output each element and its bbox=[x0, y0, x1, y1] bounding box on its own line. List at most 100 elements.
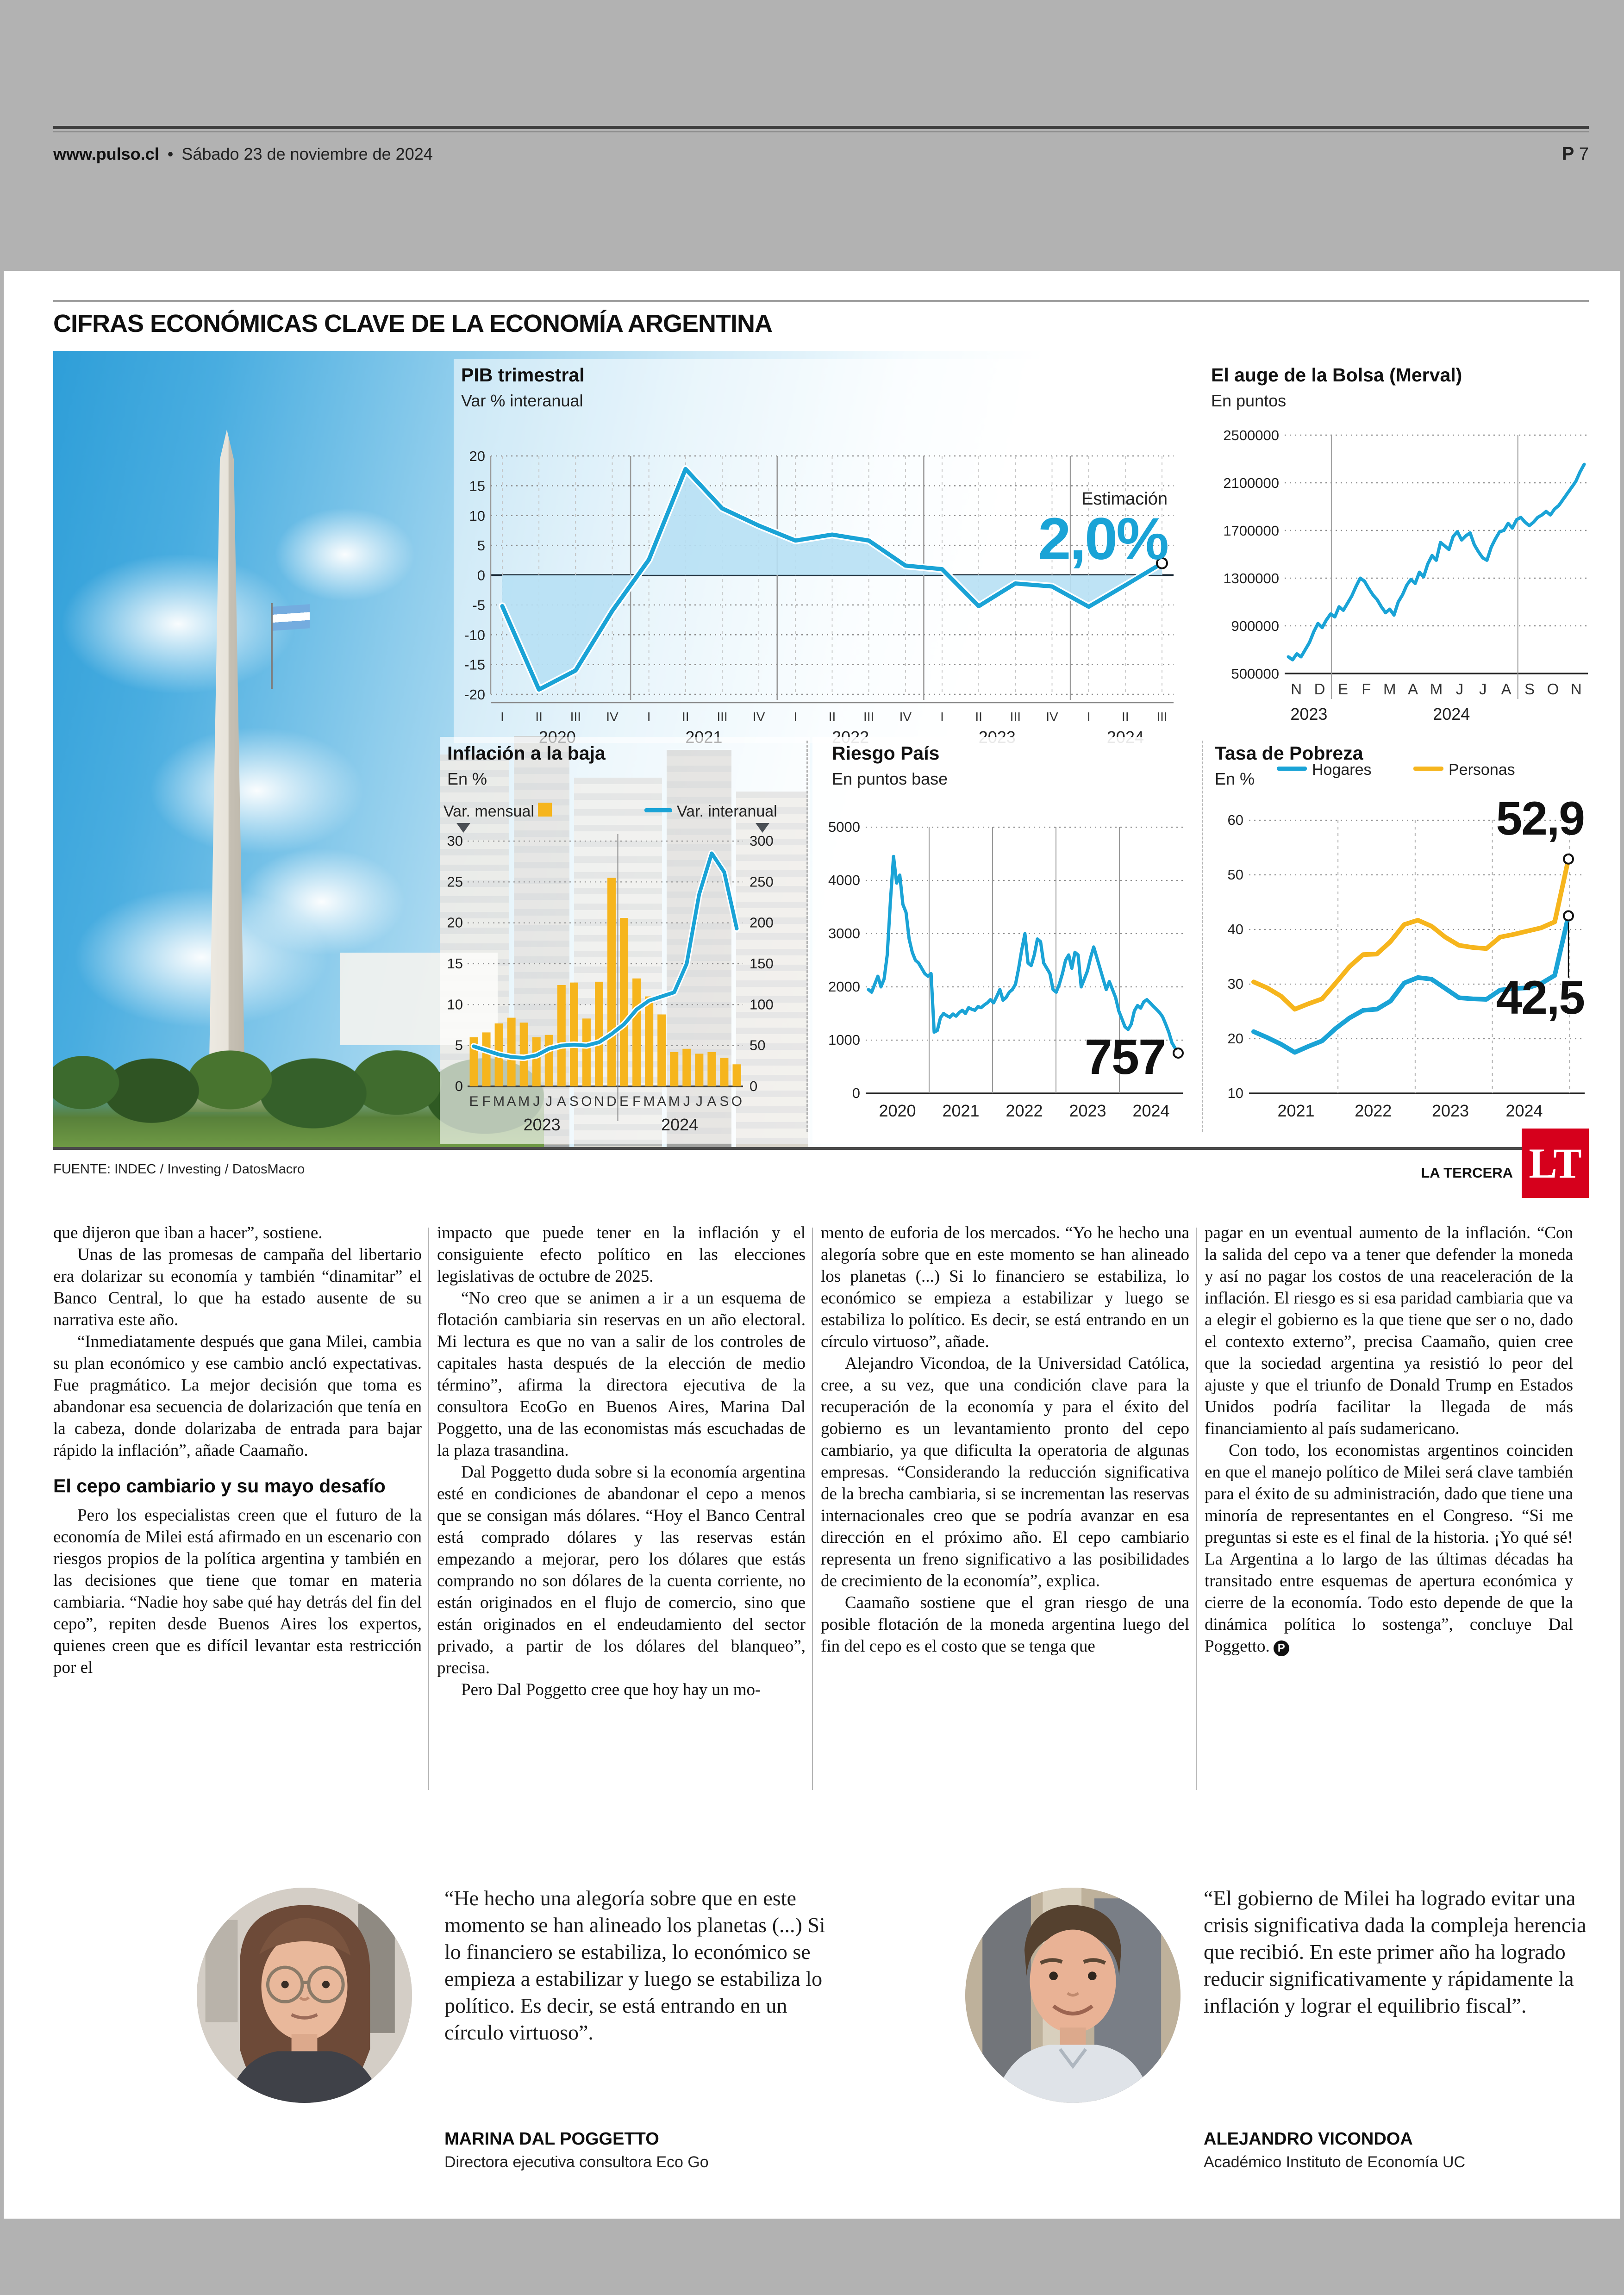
svg-text:50: 50 bbox=[1228, 867, 1243, 883]
svg-text:-5: -5 bbox=[472, 597, 485, 613]
column-separator bbox=[428, 1228, 429, 1790]
legend-personas-swatch bbox=[1413, 767, 1443, 771]
svg-text:N: N bbox=[594, 1094, 604, 1109]
svg-text:J: J bbox=[545, 1094, 552, 1109]
svg-text:10: 10 bbox=[447, 996, 463, 1012]
svg-text:M: M bbox=[1383, 680, 1396, 698]
svg-text:I: I bbox=[940, 710, 944, 724]
article-subhead: El cepo cambiario y su mayo desafío bbox=[53, 1475, 386, 1497]
portrait-marina-dal-poggetto bbox=[197, 1888, 412, 2103]
svg-text:5000: 5000 bbox=[828, 819, 860, 835]
chart-subtitle: En puntos bbox=[1211, 391, 1287, 410]
estimation-callout: Estimación 2,0% bbox=[1038, 489, 1169, 570]
site-url: www.pulso.cl bbox=[53, 144, 159, 163]
svg-text:J: J bbox=[683, 1094, 690, 1109]
svg-text:900000: 900000 bbox=[1231, 618, 1279, 634]
legend-mensual-swatch bbox=[538, 803, 552, 817]
chart-subtitle: En puntos base bbox=[832, 769, 948, 788]
svg-text:2100000: 2100000 bbox=[1223, 475, 1279, 491]
svg-text:E: E bbox=[619, 1094, 629, 1109]
separator-dot: • bbox=[167, 144, 174, 163]
source-line: FUENTE: INDEC / Investing / DatosMacro bbox=[53, 1162, 305, 1177]
svg-text:III: III bbox=[863, 710, 874, 724]
svg-text:4000: 4000 bbox=[828, 872, 860, 888]
quote-attribution-name: MARINA DAL POGGETTO bbox=[444, 2129, 659, 2149]
svg-text:-20: -20 bbox=[464, 686, 485, 703]
article-paragraph: que dijeron que iban a hacer”, sostiene. bbox=[53, 1223, 323, 1242]
svg-text:A: A bbox=[507, 1094, 516, 1109]
svg-text:M: M bbox=[643, 1094, 655, 1109]
svg-text:2000: 2000 bbox=[828, 979, 860, 995]
chart-subtitle: En % bbox=[1215, 769, 1255, 788]
svg-text:J: J bbox=[696, 1094, 703, 1109]
svg-text:M: M bbox=[668, 1094, 680, 1109]
article-paragraph: Caamaño sostiene que el gran riesgo de u… bbox=[821, 1593, 1189, 1656]
svg-text:S: S bbox=[569, 1094, 579, 1109]
section-title: CIFRAS ECONÓMICAS CLAVE DE LA ECONOMÍA A… bbox=[53, 310, 773, 337]
svg-text:0: 0 bbox=[852, 1085, 860, 1101]
article-column-1: que dijeron que iban a hacer”, sostiene.… bbox=[53, 1222, 422, 1678]
chart-subtitle: Var % interanual bbox=[461, 391, 583, 410]
svg-text:20: 20 bbox=[1228, 1030, 1243, 1047]
svg-text:II: II bbox=[535, 710, 543, 724]
svg-text:O: O bbox=[731, 1094, 742, 1109]
lt-logo: LT bbox=[1522, 1129, 1589, 1198]
estimation-label: Estimación bbox=[1081, 489, 1168, 509]
riesgo-last-value: 757 bbox=[1084, 1029, 1166, 1085]
cloud bbox=[206, 828, 437, 976]
quote-attribution-role: Directora ejecutiva consultora Eco Go bbox=[444, 2153, 709, 2171]
svg-text:3000: 3000 bbox=[828, 925, 860, 942]
svg-text:III: III bbox=[1156, 710, 1167, 724]
svg-text:30: 30 bbox=[1228, 976, 1243, 992]
svg-text:II: II bbox=[1122, 710, 1129, 724]
svg-text:2024: 2024 bbox=[1505, 1101, 1543, 1120]
svg-text:M: M bbox=[1430, 680, 1443, 698]
riesgo-chart-canvas: 5000 4000 3000 2000 1000 0 2020 2021 2022 2023 202… bbox=[828, 819, 1184, 1120]
svg-text:-10: -10 bbox=[464, 627, 485, 643]
article-paragraph: Con todo, los economistas argentinos coi… bbox=[1205, 1441, 1573, 1656]
svg-text:2023: 2023 bbox=[524, 1115, 561, 1134]
chart-title: Riesgo País bbox=[832, 742, 940, 764]
column-separator bbox=[1196, 1228, 1197, 1790]
svg-text:2023: 2023 bbox=[1432, 1101, 1469, 1120]
article-paragraph: Pero los especialistas creen que el futu… bbox=[53, 1506, 422, 1677]
svg-text:2022: 2022 bbox=[1006, 1101, 1043, 1120]
svg-text:III: III bbox=[717, 710, 727, 724]
quote-attribution-role: Académico Instituto de Economía UC bbox=[1204, 2153, 1466, 2171]
svg-text:I: I bbox=[793, 710, 797, 724]
svg-text:2021: 2021 bbox=[942, 1101, 979, 1120]
quote-attribution-name: ALEJANDRO VICONDOA bbox=[1204, 2129, 1413, 2149]
quote-text: “El gobierno de Milei ha logrado evitar … bbox=[1204, 1886, 1587, 2017]
svg-text:50: 50 bbox=[750, 1037, 765, 1054]
column-separator bbox=[812, 1228, 813, 1790]
right-axis-marker-icon bbox=[756, 823, 769, 833]
chart-title: Inflación a la baja bbox=[447, 742, 606, 764]
panel-divider bbox=[1202, 741, 1203, 1132]
svg-text:0: 0 bbox=[455, 1078, 463, 1094]
svg-text:F: F bbox=[482, 1094, 490, 1109]
cloud bbox=[248, 490, 442, 619]
svg-text:300: 300 bbox=[750, 833, 774, 849]
svg-text:J: J bbox=[1456, 680, 1464, 698]
legend-mensual-label: Var. mensual bbox=[443, 803, 534, 820]
svg-text:2023: 2023 bbox=[1290, 705, 1327, 723]
svg-text:15: 15 bbox=[447, 955, 463, 972]
article-column-4: pagar en un eventual aumento de la infla… bbox=[1205, 1222, 1573, 1657]
header-date: Sábado 23 de noviembre de 2024 bbox=[181, 144, 433, 163]
article-paragraph: Alejandro Vicondoa, de la Universidad Ca… bbox=[821, 1354, 1189, 1590]
svg-text:2024: 2024 bbox=[1433, 705, 1470, 723]
svg-text:A: A bbox=[557, 1094, 566, 1109]
legend-interanual-swatch bbox=[644, 808, 672, 812]
portrait-alejandro-vicondoa bbox=[965, 1888, 1181, 2103]
article-paragraph: mento de euforia de los mercados. “Yo he… bbox=[821, 1223, 1189, 1351]
svg-text:2020: 2020 bbox=[879, 1101, 916, 1120]
section-rule bbox=[53, 300, 1589, 302]
svg-text:200: 200 bbox=[750, 915, 774, 931]
header-rule bbox=[53, 126, 1589, 129]
article-paragraph: “No creo que se animen a ir a un esquema… bbox=[437, 1289, 806, 1460]
article-paragraph: “Inmediatamente después que gana Milei, … bbox=[53, 1332, 422, 1460]
svg-text:60: 60 bbox=[1228, 812, 1243, 828]
